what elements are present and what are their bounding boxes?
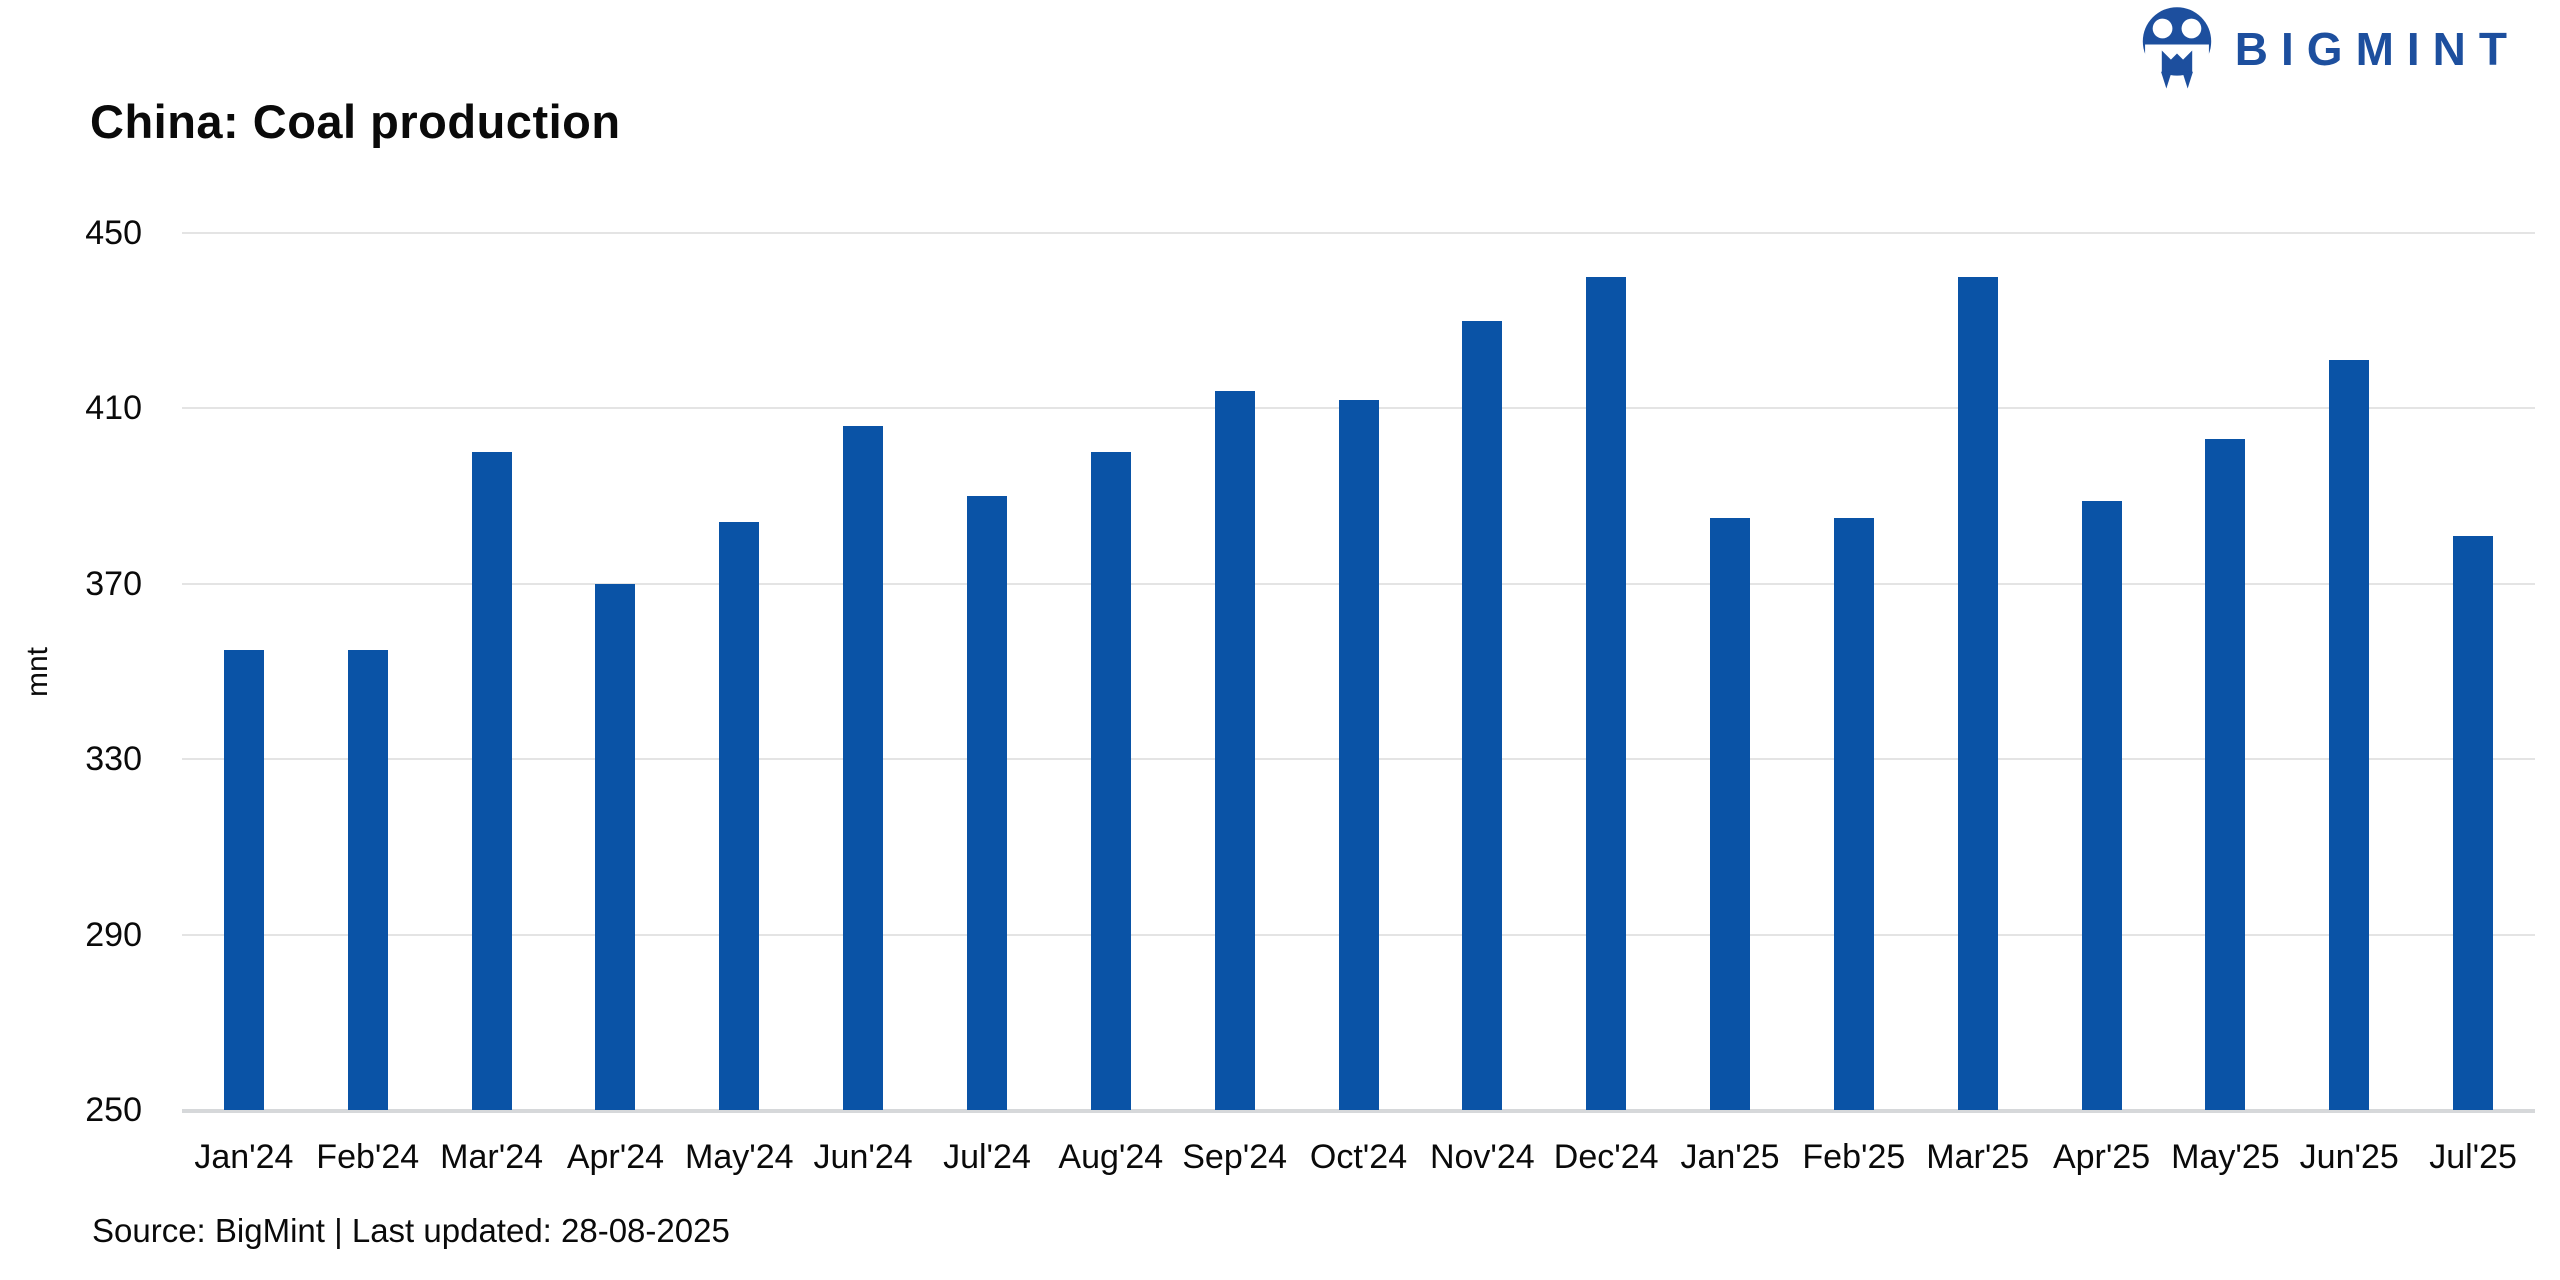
- x-tick-label-jan-24: Jan'24: [194, 1138, 294, 1176]
- bar-aug-24: [1090, 452, 1131, 1110]
- x-tick-label-nov-24: Nov'24: [1429, 1138, 1535, 1176]
- y-tick-label-330: 330: [85, 740, 142, 779]
- x-tick-label-feb-25: Feb'25: [1802, 1138, 1906, 1176]
- bar-jan-25: [1710, 518, 1751, 1110]
- x-tick-label-apr-24: Apr'24: [566, 1138, 665, 1176]
- bar-sep-24: [1214, 390, 1255, 1110]
- bar-feb-24: [347, 649, 388, 1110]
- x-tick-label-jul-25: Jul'25: [2429, 1138, 2517, 1176]
- x-tick-label-oct-24: Oct'24: [1309, 1138, 1408, 1176]
- bar-mar-24: [471, 452, 512, 1110]
- bar-mar-25: [1957, 276, 1998, 1110]
- y-tick-label-250: 250: [85, 1091, 142, 1129]
- bar-oct-24: [1338, 399, 1379, 1110]
- x-tick-label-jun-25: Jun'25: [2299, 1138, 2399, 1176]
- x-tick-label-jan-25: Jan'25: [1680, 1138, 1780, 1176]
- bigmint-logo: BIGMINT: [2139, 6, 2520, 92]
- bar-jul-24: [966, 496, 1007, 1110]
- x-tick-label-jun-24: Jun'24: [813, 1138, 913, 1176]
- y-tick-label-410: 410: [85, 389, 142, 428]
- x-tick-label-mar-25: Mar'25: [1926, 1138, 2030, 1176]
- bar-jun-25: [2329, 360, 2370, 1110]
- bar-jan-24: [223, 649, 264, 1110]
- bigmint-logo-icon: [2142, 7, 2211, 89]
- bar-dec-24: [1586, 276, 1627, 1110]
- source-note: Source: BigMint | Last updated: 28-08-20…: [92, 1212, 730, 1249]
- x-tick-label-mar-24: Mar'24: [440, 1138, 544, 1176]
- y-tick-label-450: 450: [85, 214, 142, 252]
- x-tick-label-sep-24: Sep'24: [1182, 1138, 1288, 1176]
- x-tick-label-may-24: May'24: [685, 1138, 794, 1176]
- x-tick-label-may-25: May'25: [2171, 1138, 2280, 1176]
- bar-apr-25: [2081, 500, 2122, 1110]
- x-tick-label-aug-24: Aug'24: [1058, 1138, 1164, 1176]
- y-axis-label: mnt: [21, 646, 54, 698]
- y-tick-label-290: 290: [85, 915, 142, 954]
- chart-title: China: Coal production: [90, 95, 621, 148]
- bar-jul-25: [2453, 535, 2494, 1110]
- gridline-250: [182, 1109, 2535, 1113]
- gridline-450: [182, 232, 2535, 234]
- x-tick-label-dec-24: Dec'24: [1553, 1138, 1659, 1176]
- bar-may-25: [2205, 439, 2246, 1110]
- x-tick-label-jul-24: Jul'24: [943, 1138, 1031, 1176]
- plot-area: 250 290 330 370 410 450 Jan'24 Feb'24 Mar'24 Apr'…: [85, 216, 2535, 1174]
- bar-may-24: [719, 522, 760, 1110]
- x-tick-label-feb-24: Feb'24: [316, 1138, 420, 1176]
- brand-name: BIGMINT: [2234, 23, 2520, 75]
- bar-jun-24: [843, 425, 884, 1110]
- bar-nov-24: [1462, 320, 1503, 1110]
- bar-feb-25: [1833, 518, 1874, 1110]
- bar-apr-24: [595, 583, 636, 1110]
- y-tick-label-370: 370: [85, 564, 142, 603]
- x-tick-label-apr-25: Apr'25: [2052, 1138, 2151, 1176]
